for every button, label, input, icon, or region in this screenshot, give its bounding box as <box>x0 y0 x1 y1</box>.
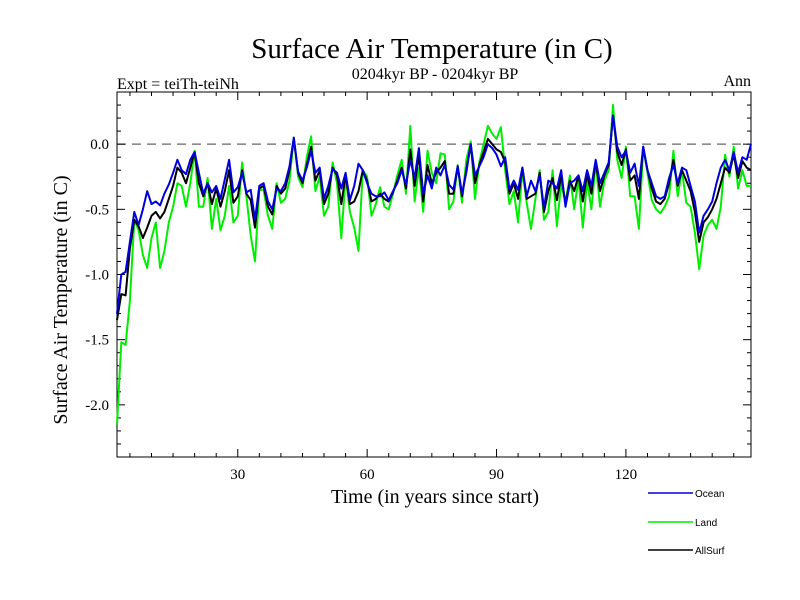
x-axis-title: Time (in years since start) <box>331 486 539 508</box>
y-tick-label: 0.0 <box>90 137 109 153</box>
x-tick-label: 30 <box>230 467 245 483</box>
y-axis-title: Surface Air Temperature (in C) <box>50 175 72 424</box>
series-line-allsurf <box>116 114 752 321</box>
series-line-land <box>116 104 751 425</box>
season-label: Ann <box>723 73 751 90</box>
x-axis: 30 60 90 120 <box>129 92 735 483</box>
y-tick-label: -1.5 <box>85 333 109 349</box>
y-tick-label: -1.0 <box>85 268 109 284</box>
legend: Ocean Land AllSurf <box>648 489 725 557</box>
chart-subtitle: 0204kyr BP - 0204kyr BP <box>352 66 519 83</box>
x-tick-label: 90 <box>489 467 504 483</box>
legend-label-allsurf: AllSurf <box>695 546 725 557</box>
y-axis: -2.0 -1.5 -1.0 -0.5 0.0 <box>85 104 751 445</box>
plot-frame <box>116 91 752 458</box>
experiment-label: Expt = teiTh-teiNh <box>117 76 239 93</box>
chart-title: Surface Air Temperature (in C) <box>251 33 612 65</box>
series-line-ocean <box>116 114 752 314</box>
legend-label-ocean: Ocean <box>695 489 724 500</box>
plot-border <box>116 91 752 458</box>
x-tick-label: 60 <box>360 467 375 483</box>
y-tick-label: -2.0 <box>85 398 109 414</box>
y-tick-label: -0.5 <box>85 202 109 218</box>
x-tick-label: 120 <box>615 467 638 483</box>
series-layer <box>116 104 752 425</box>
legend-label-land: Land <box>695 518 717 529</box>
